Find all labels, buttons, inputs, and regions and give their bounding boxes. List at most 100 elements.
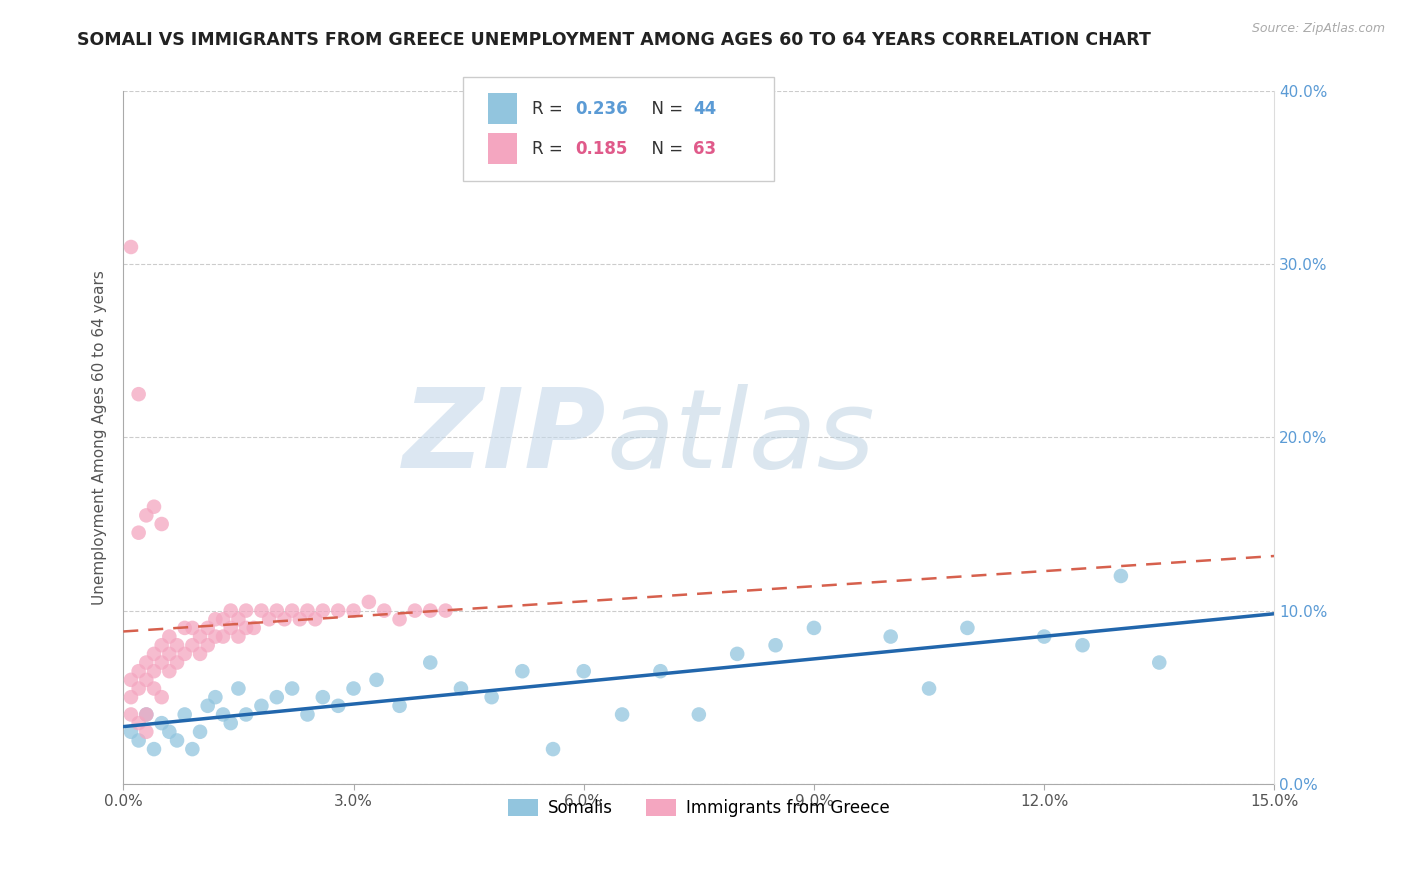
Point: [150, 516, 173, 531]
Point: [918, 681, 941, 696]
Point: [450, 681, 472, 696]
Point: [150, 656, 173, 670]
Point: [166, 733, 188, 747]
Point: [650, 664, 672, 678]
Point: [688, 707, 710, 722]
Point: [366, 673, 388, 687]
Point: [266, 690, 288, 705]
Point: [266, 604, 288, 618]
Point: [803, 621, 825, 635]
Point: [419, 656, 441, 670]
Text: N =: N =: [641, 140, 689, 158]
Point: [143, 742, 166, 756]
Point: [188, 630, 211, 644]
Point: [197, 698, 219, 713]
Point: [1071, 638, 1094, 652]
Point: [434, 604, 457, 618]
Point: [404, 604, 426, 618]
FancyBboxPatch shape: [488, 133, 517, 164]
Point: [610, 707, 633, 722]
Point: [212, 630, 235, 644]
Point: [120, 707, 142, 722]
Point: [257, 612, 280, 626]
Point: [157, 630, 180, 644]
Point: [197, 638, 219, 652]
Point: [143, 681, 166, 696]
Point: [342, 681, 364, 696]
Text: N =: N =: [641, 100, 689, 118]
Point: [150, 690, 173, 705]
Point: [135, 656, 157, 670]
Point: [143, 500, 166, 514]
Point: [181, 638, 204, 652]
Point: [128, 387, 150, 401]
Point: [312, 690, 335, 705]
Point: [204, 612, 226, 626]
Point: [157, 664, 180, 678]
Point: [166, 656, 188, 670]
Point: [419, 604, 441, 618]
Point: [304, 612, 326, 626]
Point: [228, 630, 250, 644]
Legend: Somalis, Immigrants from Greece: Somalis, Immigrants from Greece: [501, 792, 897, 824]
Point: [235, 604, 257, 618]
Point: [188, 724, 211, 739]
Text: R =: R =: [531, 140, 568, 158]
Point: [173, 647, 195, 661]
Point: [250, 698, 273, 713]
Point: [173, 707, 195, 722]
Point: [135, 707, 157, 722]
Point: [135, 673, 157, 687]
Point: [157, 724, 180, 739]
Point: [956, 621, 979, 635]
Point: [572, 664, 595, 678]
Point: [228, 612, 250, 626]
Text: 63: 63: [693, 140, 716, 158]
Point: [242, 621, 264, 635]
Text: atlas: atlas: [607, 384, 876, 491]
Point: [143, 647, 166, 661]
Point: [512, 664, 534, 678]
Point: [197, 621, 219, 635]
Point: [481, 690, 503, 705]
Point: [250, 604, 273, 618]
Point: [725, 647, 748, 661]
Point: [157, 647, 180, 661]
Point: [120, 240, 142, 254]
Point: [188, 647, 211, 661]
Point: [204, 630, 226, 644]
Point: [328, 604, 350, 618]
Y-axis label: Unemployment Among Ages 60 to 64 years: Unemployment Among Ages 60 to 64 years: [93, 270, 107, 605]
Text: 44: 44: [693, 100, 716, 118]
Point: [219, 716, 242, 731]
Point: [281, 681, 304, 696]
Point: [1149, 656, 1171, 670]
Point: [120, 673, 142, 687]
Text: 0.185: 0.185: [575, 140, 628, 158]
Point: [288, 612, 311, 626]
Point: [765, 638, 787, 652]
Point: [228, 681, 250, 696]
Point: [204, 690, 226, 705]
Point: [328, 698, 350, 713]
Point: [120, 690, 142, 705]
Point: [281, 604, 304, 618]
Point: [297, 707, 319, 722]
Text: SOMALI VS IMMIGRANTS FROM GREECE UNEMPLOYMENT AMONG AGES 60 TO 64 YEARS CORRELAT: SOMALI VS IMMIGRANTS FROM GREECE UNEMPLO…: [77, 31, 1152, 49]
Point: [128, 664, 150, 678]
Point: [143, 664, 166, 678]
Point: [120, 724, 142, 739]
Point: [212, 612, 235, 626]
Point: [128, 733, 150, 747]
Point: [1109, 569, 1132, 583]
Point: [173, 621, 195, 635]
Point: [879, 630, 901, 644]
Point: [342, 604, 364, 618]
Text: Source: ZipAtlas.com: Source: ZipAtlas.com: [1251, 22, 1385, 36]
Point: [135, 508, 157, 523]
Point: [541, 742, 564, 756]
Point: [297, 604, 319, 618]
Text: ZIP: ZIP: [404, 384, 607, 491]
Point: [150, 638, 173, 652]
Point: [235, 621, 257, 635]
